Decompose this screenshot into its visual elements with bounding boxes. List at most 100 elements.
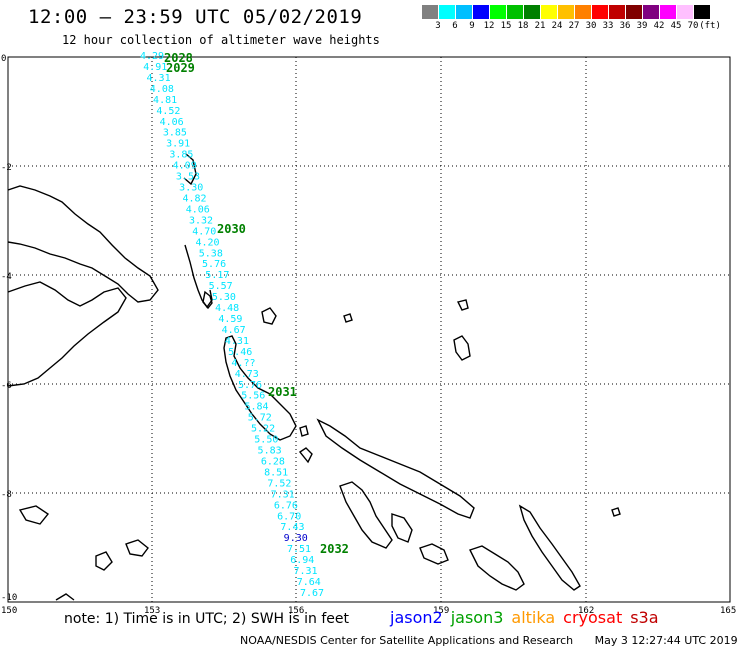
wave-height-label: 5.46 bbox=[228, 347, 252, 358]
wave-height-label: 6.94 bbox=[290, 555, 314, 566]
wave-height-label: 5.22 bbox=[251, 424, 275, 435]
satellite-legend: jason2 jason3 altika cryosat s3a bbox=[390, 608, 667, 627]
legend-label: 6 bbox=[452, 21, 458, 31]
wave-height-label: 7.43 bbox=[280, 522, 304, 533]
x-tick-label: 165 bbox=[720, 606, 736, 616]
x-tick-label: 156 bbox=[288, 606, 304, 616]
wave-height-label: 4.70 bbox=[192, 226, 216, 237]
legend-label: 9 bbox=[469, 21, 475, 31]
coastline bbox=[55, 593, 75, 601]
wave-height-label: 5.57 bbox=[209, 281, 233, 292]
legend-label: 18 bbox=[517, 21, 529, 31]
wave-height-label: 5.84 bbox=[244, 402, 268, 413]
wave-height-label: 6.76 bbox=[274, 500, 298, 511]
wave-height-label: 3.32 bbox=[189, 215, 213, 226]
wave-height-label: 9.30 bbox=[284, 533, 308, 544]
legend-swatch bbox=[506, 5, 523, 19]
wave-height-label: 7.67 bbox=[300, 588, 324, 599]
wave-height-label: 4.48 bbox=[215, 303, 239, 314]
wave-height-label: 4.20 bbox=[196, 237, 220, 248]
legend-swatch bbox=[608, 5, 625, 19]
wave-height-label: 7.52 bbox=[267, 478, 291, 489]
wave-height-label: 4.81 bbox=[153, 95, 177, 106]
map-frame bbox=[7, 56, 731, 603]
wave-height-label: 4.06 bbox=[186, 204, 210, 215]
satellite-name-cryosat: cryosat bbox=[563, 608, 623, 627]
coastline bbox=[7, 281, 127, 387]
pass-time-label: 2029 bbox=[166, 61, 195, 75]
pass-time-label: 2032 bbox=[320, 542, 349, 556]
wave-height-label: 7.31 bbox=[271, 489, 295, 500]
wave-height-label: 4.09 bbox=[173, 161, 197, 172]
wave-height-label: 4.06 bbox=[160, 117, 184, 128]
y-tick-label: -10 bbox=[1, 593, 17, 603]
legend-label: 21 bbox=[534, 21, 546, 31]
credit-text: NOAA/NESDIS Center for Satellite Applica… bbox=[240, 634, 574, 647]
map-title: 12:00 – 23:59 UTC 05/02/2019 bbox=[28, 6, 363, 28]
map-subtitle: 12 hour collection of altimeter wave hei… bbox=[62, 33, 380, 47]
wave-height-label: 4.08 bbox=[150, 84, 174, 95]
wave-height-label: 6.70 bbox=[277, 511, 301, 522]
legend-label: 15 bbox=[500, 21, 512, 31]
pass-time-label: 2031 bbox=[268, 385, 297, 399]
coastline bbox=[391, 513, 413, 543]
wave-height-label: 3.85 bbox=[169, 150, 193, 161]
footnote: note: 1) Time is in UTC; 2) SWH is in fe… bbox=[64, 611, 350, 627]
color-legend bbox=[422, 5, 710, 19]
legend-swatch bbox=[472, 5, 489, 19]
legend-swatch bbox=[574, 5, 591, 19]
legend-swatch bbox=[557, 5, 574, 19]
legend-swatch bbox=[642, 5, 659, 19]
wave-height-label: 4.?? bbox=[231, 358, 255, 369]
wave-height-label: 5.50 bbox=[254, 435, 278, 446]
pass-time-label: 2030 bbox=[217, 222, 246, 236]
coastline bbox=[343, 313, 353, 323]
legend-label: 3 bbox=[435, 21, 441, 31]
satellite-name-jason2: jason2 bbox=[390, 608, 443, 627]
legend-swatch bbox=[438, 5, 455, 19]
wave-height-label: 5.76 bbox=[202, 259, 226, 270]
coastline bbox=[419, 543, 449, 565]
wave-height-label: 3.85 bbox=[163, 128, 187, 139]
legend-swatch bbox=[693, 5, 710, 19]
legend-swatch bbox=[489, 5, 506, 19]
x-tick-label: 162 bbox=[578, 606, 594, 616]
coastline bbox=[223, 335, 297, 441]
color-legend-labels: 3 6 9 12 15 18 21 24 27 30 33 36 39 42 45 70 (ft) bbox=[422, 21, 740, 33]
coastline bbox=[453, 335, 471, 361]
legend-label: 33 bbox=[602, 21, 614, 31]
wave-height-label: 5.83 bbox=[258, 446, 282, 457]
legend-label: 12 bbox=[483, 21, 495, 31]
coastline bbox=[261, 307, 277, 325]
wave-height-label: 8.51 bbox=[264, 467, 288, 478]
legend-swatch bbox=[455, 5, 472, 19]
wave-height-label: 4.67 bbox=[222, 325, 246, 336]
wave-height-label: 5.30 bbox=[212, 292, 236, 303]
legend-swatch bbox=[523, 5, 540, 19]
coastline bbox=[18, 505, 50, 525]
coastline bbox=[316, 418, 475, 519]
y-tick-label: -8 bbox=[1, 490, 12, 500]
credit-line: NOAA/NESDIS Center for Satellite Applica… bbox=[240, 634, 738, 647]
wave-height-label: 5.76 bbox=[238, 380, 262, 391]
satellite-name-altika: altika bbox=[511, 608, 556, 627]
coastline bbox=[95, 551, 113, 571]
y-tick-label: -4 bbox=[1, 272, 12, 282]
generated-timestamp: May 3 12:27:44 UTC 2019 bbox=[594, 634, 738, 647]
legend-label: 36 bbox=[619, 21, 631, 31]
legend-swatch bbox=[676, 5, 693, 19]
wave-height-label: 5.38 bbox=[199, 248, 223, 259]
legend-label: 30 bbox=[585, 21, 597, 31]
legend-swatch bbox=[659, 5, 676, 19]
wave-height-label: 5.56 bbox=[241, 391, 265, 402]
wave-height-label: 4.29 bbox=[140, 51, 164, 62]
wave-height-label: 4.82 bbox=[182, 193, 206, 204]
wave-height-label: 4.73 bbox=[235, 369, 259, 380]
pass-time-label: 2028 bbox=[164, 51, 193, 65]
legend-label: (ft) bbox=[699, 21, 721, 31]
y-tick-label: -2 bbox=[1, 163, 12, 173]
coastline bbox=[202, 290, 213, 310]
coastline bbox=[125, 539, 149, 557]
wave-height-label: 3.30 bbox=[179, 183, 203, 194]
